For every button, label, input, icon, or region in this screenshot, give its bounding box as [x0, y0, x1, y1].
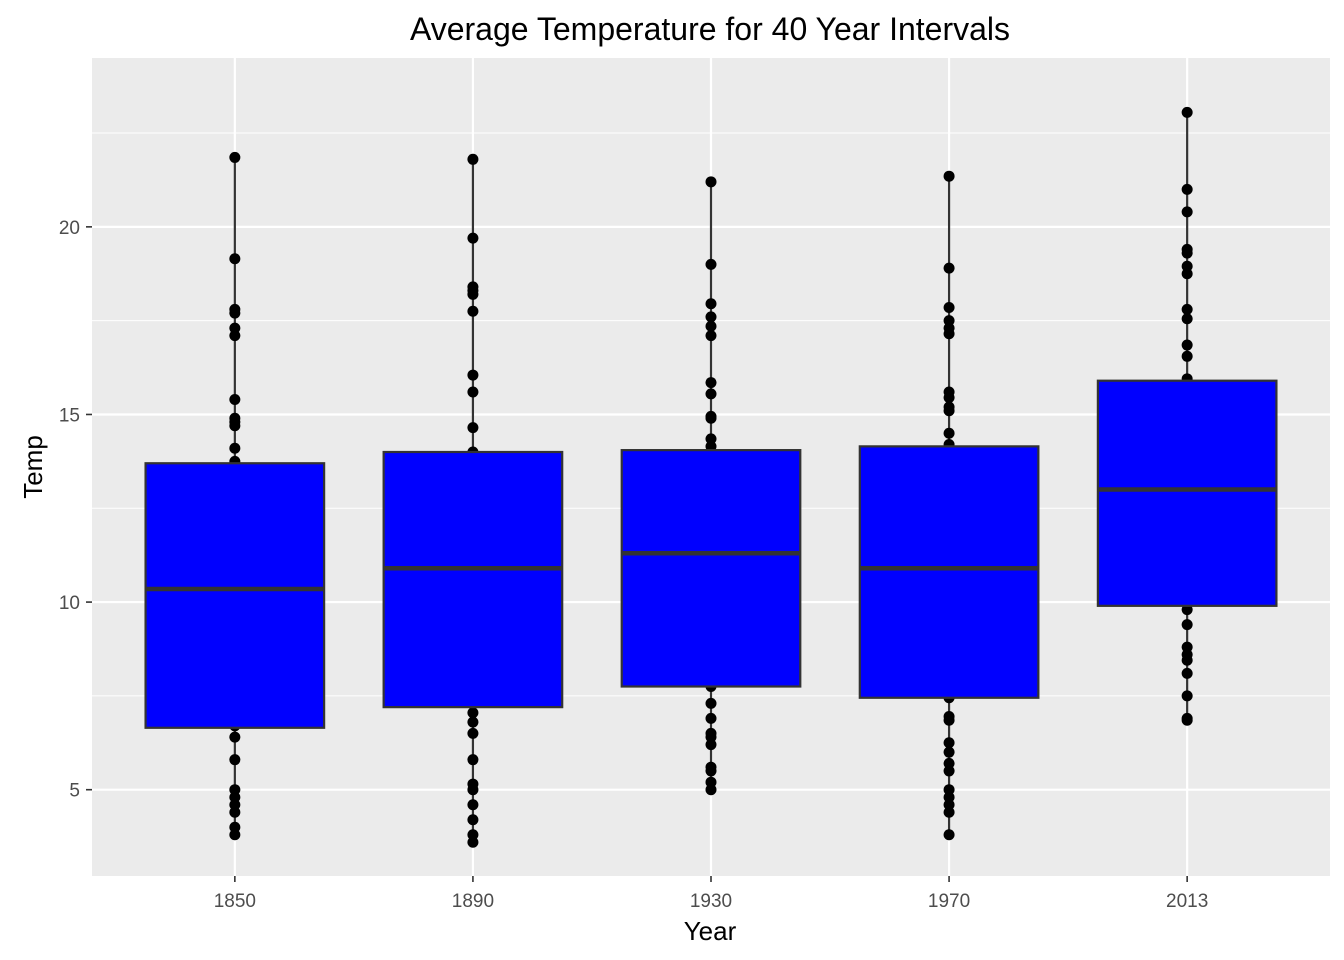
data-point-1890 — [467, 716, 479, 728]
data-point-2013 — [1181, 206, 1193, 218]
data-point-1850 — [229, 731, 241, 743]
x-axis-title: Year — [684, 916, 737, 946]
data-point-1930 — [705, 258, 717, 270]
data-point-1930 — [705, 298, 717, 310]
box-1890 — [382, 450, 564, 709]
data-point-1890 — [467, 836, 479, 848]
box-1850 — [144, 462, 326, 729]
data-point-1970 — [943, 737, 955, 749]
data-point-2013 — [1181, 690, 1193, 702]
x-tick-label: 1890 — [452, 891, 494, 912]
data-point-1970 — [943, 170, 955, 182]
data-point-1890 — [467, 799, 479, 811]
data-point-1850 — [229, 442, 241, 454]
data-point-2013 — [1181, 350, 1193, 362]
data-point-1850 — [229, 420, 241, 432]
data-point-1930 — [705, 330, 717, 342]
data-point-1890 — [467, 727, 479, 739]
data-point-1850 — [229, 307, 241, 319]
data-point-2013 — [1181, 183, 1193, 195]
data-point-2013 — [1181, 106, 1193, 118]
data-point-1890 — [467, 232, 479, 244]
data-point-1930 — [705, 739, 717, 751]
box-1970 — [858, 445, 1040, 699]
data-point-1890 — [467, 153, 479, 165]
data-point-1890 — [467, 814, 479, 826]
y-tick-label: 20 — [59, 218, 80, 239]
data-point-2013 — [1181, 619, 1193, 631]
data-point-1890 — [467, 305, 479, 317]
data-point-1970 — [943, 427, 955, 439]
data-point-2013 — [1181, 313, 1193, 325]
data-point-1970 — [943, 806, 955, 818]
data-point-1850 — [229, 253, 241, 265]
y-tick-label: 15 — [59, 405, 80, 426]
data-point-1930 — [705, 412, 717, 424]
data-point-1930 — [705, 697, 717, 709]
x-tick-label: 2013 — [1166, 891, 1208, 912]
data-point-1890 — [467, 288, 479, 300]
data-point-2013 — [1181, 714, 1193, 726]
data-point-1930 — [705, 176, 717, 188]
data-point-1930 — [705, 377, 717, 389]
data-point-1970 — [943, 302, 955, 314]
x-tick-label: 1930 — [690, 891, 732, 912]
data-point-1850 — [229, 806, 241, 818]
data-point-1890 — [467, 422, 479, 434]
data-point-1970 — [943, 746, 955, 758]
data-point-1970 — [943, 765, 955, 777]
box-2013 — [1096, 379, 1278, 607]
data-point-2013 — [1181, 247, 1193, 259]
data-point-1970 — [943, 262, 955, 274]
data-point-2013 — [1181, 339, 1193, 351]
data-point-1930 — [705, 784, 717, 796]
point-layer — [229, 106, 1193, 848]
data-point-1850 — [229, 151, 241, 163]
data-point-1890 — [467, 386, 479, 398]
data-point-1930 — [705, 712, 717, 724]
y-tick-label: 5 — [69, 781, 80, 802]
data-point-1890 — [467, 784, 479, 796]
data-point-1850 — [229, 754, 241, 766]
y-tick-label: 10 — [59, 593, 80, 614]
data-point-1890 — [467, 369, 479, 381]
x-tick-label: 1850 — [214, 891, 256, 912]
data-point-1970 — [943, 829, 955, 841]
data-point-1850 — [229, 393, 241, 405]
data-point-1970 — [943, 328, 955, 340]
data-point-1930 — [705, 388, 717, 400]
axis-layer: 5 10 15 20 1850 1890 1930 1970 2013 — [59, 218, 1208, 912]
box-layer — [144, 379, 1278, 729]
data-point-1930 — [705, 765, 717, 777]
box-1930 — [620, 449, 802, 688]
chart-title: Average Temperature for 40 Year Interval… — [410, 11, 1010, 47]
data-point-1970 — [943, 405, 955, 417]
data-point-1970 — [943, 714, 955, 726]
data-point-1930 — [705, 311, 717, 323]
data-point-1890 — [467, 754, 479, 766]
data-point-1850 — [229, 829, 241, 841]
data-point-1970 — [943, 392, 955, 404]
data-point-2013 — [1181, 268, 1193, 280]
data-point-2013 — [1181, 654, 1193, 666]
data-point-1930 — [705, 320, 717, 332]
x-tick-label: 1970 — [928, 891, 970, 912]
data-point-1890 — [467, 707, 479, 719]
data-point-2013 — [1181, 303, 1193, 315]
data-point-1850 — [229, 330, 241, 342]
y-axis-title: Temp — [18, 435, 48, 499]
data-point-2013 — [1181, 667, 1193, 679]
